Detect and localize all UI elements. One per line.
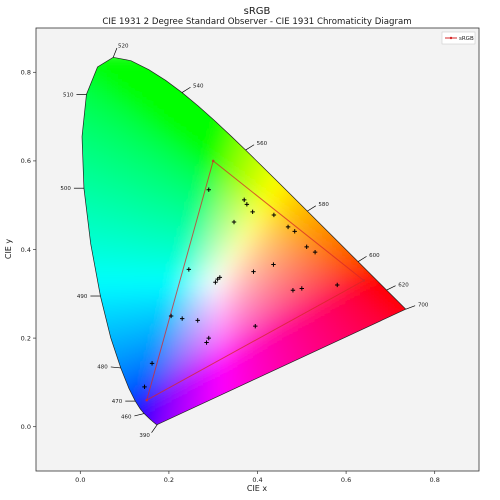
data-point-11 [299,286,304,291]
data-point-21 [195,318,200,323]
data-point-15 [186,267,192,272]
gamut-vertex-0 [362,279,366,282]
data-point-25 [149,361,155,366]
x-tick-label-0: 0.0 [75,476,85,484]
wavelength-label-600: 600 [369,253,380,259]
data-point-20 [179,316,185,321]
wavelength-tick-580 [307,205,317,212]
legend-swatch-marker-srgb [449,36,453,40]
y-tick-label-0: 0.0 [21,423,31,431]
data-point-18 [217,275,223,280]
y-axis-label: CIE y [4,239,13,260]
data-point-10 [290,288,296,293]
chart-title: sRGB [244,6,271,17]
y-axis: 0.0 0.2 0.4 0.6 0.8 [21,69,36,431]
gamut-vertex-1 [211,159,215,163]
wavelength-tick-520 [112,47,118,58]
data-point-5 [271,212,277,218]
data-point-14 [271,262,276,267]
data-point-24 [204,340,209,345]
data-point-17 [215,276,220,282]
x-tick-label-3: 0.6 [341,476,351,484]
wavelength-label-390: 390 [139,433,150,439]
wavelength-label-490: 490 [77,294,88,300]
wavelength-label-520: 520 [118,43,129,49]
wavelength-tick-620 [386,285,396,291]
spectral-locus [81,56,407,425]
wavelength-label-540: 540 [193,84,204,90]
data-point-0 [206,187,211,192]
data-point-3 [244,202,250,207]
y-tick-label-1: 0.2 [21,334,31,342]
wavelength-label-700: 700 [418,303,429,309]
wavelength-label-580: 580 [318,202,329,208]
wavelength-label-480: 480 [97,365,108,371]
legend-box [441,31,476,45]
data-point-6 [285,224,291,230]
wavelength-label-620: 620 [398,282,409,288]
data-point-13 [251,269,256,274]
data-point-7 [292,229,297,234]
wavelength-tick-560 [245,144,255,151]
data-point-2 [242,197,247,203]
legend: sRGB [441,31,476,45]
wavelength-tick-480 [110,366,121,369]
data-point-16 [213,280,218,285]
y-tick-label-3: 0.6 [21,157,31,165]
wavelength-tick-460 [134,413,145,417]
wavelength-label-470: 470 [112,399,123,405]
data-point-19 [168,313,174,319]
wavelength-label-460: 460 [121,415,132,421]
chart-subtitle: CIE 1931 2 Degree Standard Observer - CI… [102,17,411,27]
wavelength-label-510: 510 [63,92,74,98]
x-tick-label-4: 0.8 [430,476,440,484]
gamut-vertex-2 [145,398,149,402]
data-point-1 [231,219,237,225]
x-tick-label-1: 0.2 [164,476,174,484]
y-tick-label-2: 0.4 [21,246,31,254]
wavelength-tick-390 [151,424,158,433]
data-point-9 [312,249,318,255]
gamut-triangle-srgb [145,160,365,402]
wavelength-tick-700 [405,305,416,310]
wavelength-tick-600 [357,256,367,262]
y-tick-label-4: 0.8 [21,69,31,77]
data-point-4 [250,209,255,215]
wavelength-label-500: 500 [60,186,71,192]
wavelength-label-560: 560 [257,141,268,147]
x-axis: 0.0 0.2 0.4 0.6 0.8 [75,471,440,484]
legend-entry-srgb: sRGB [459,36,474,42]
data-point-12 [335,282,340,288]
data-point-8 [304,244,309,250]
x-axis-label: CIE x [247,484,268,493]
data-point-26 [142,384,147,390]
data-point-23 [206,335,211,341]
wavelength-tick-540 [181,86,191,93]
x-tick-label-2: 0.4 [252,476,262,484]
data-point-22 [253,323,258,329]
